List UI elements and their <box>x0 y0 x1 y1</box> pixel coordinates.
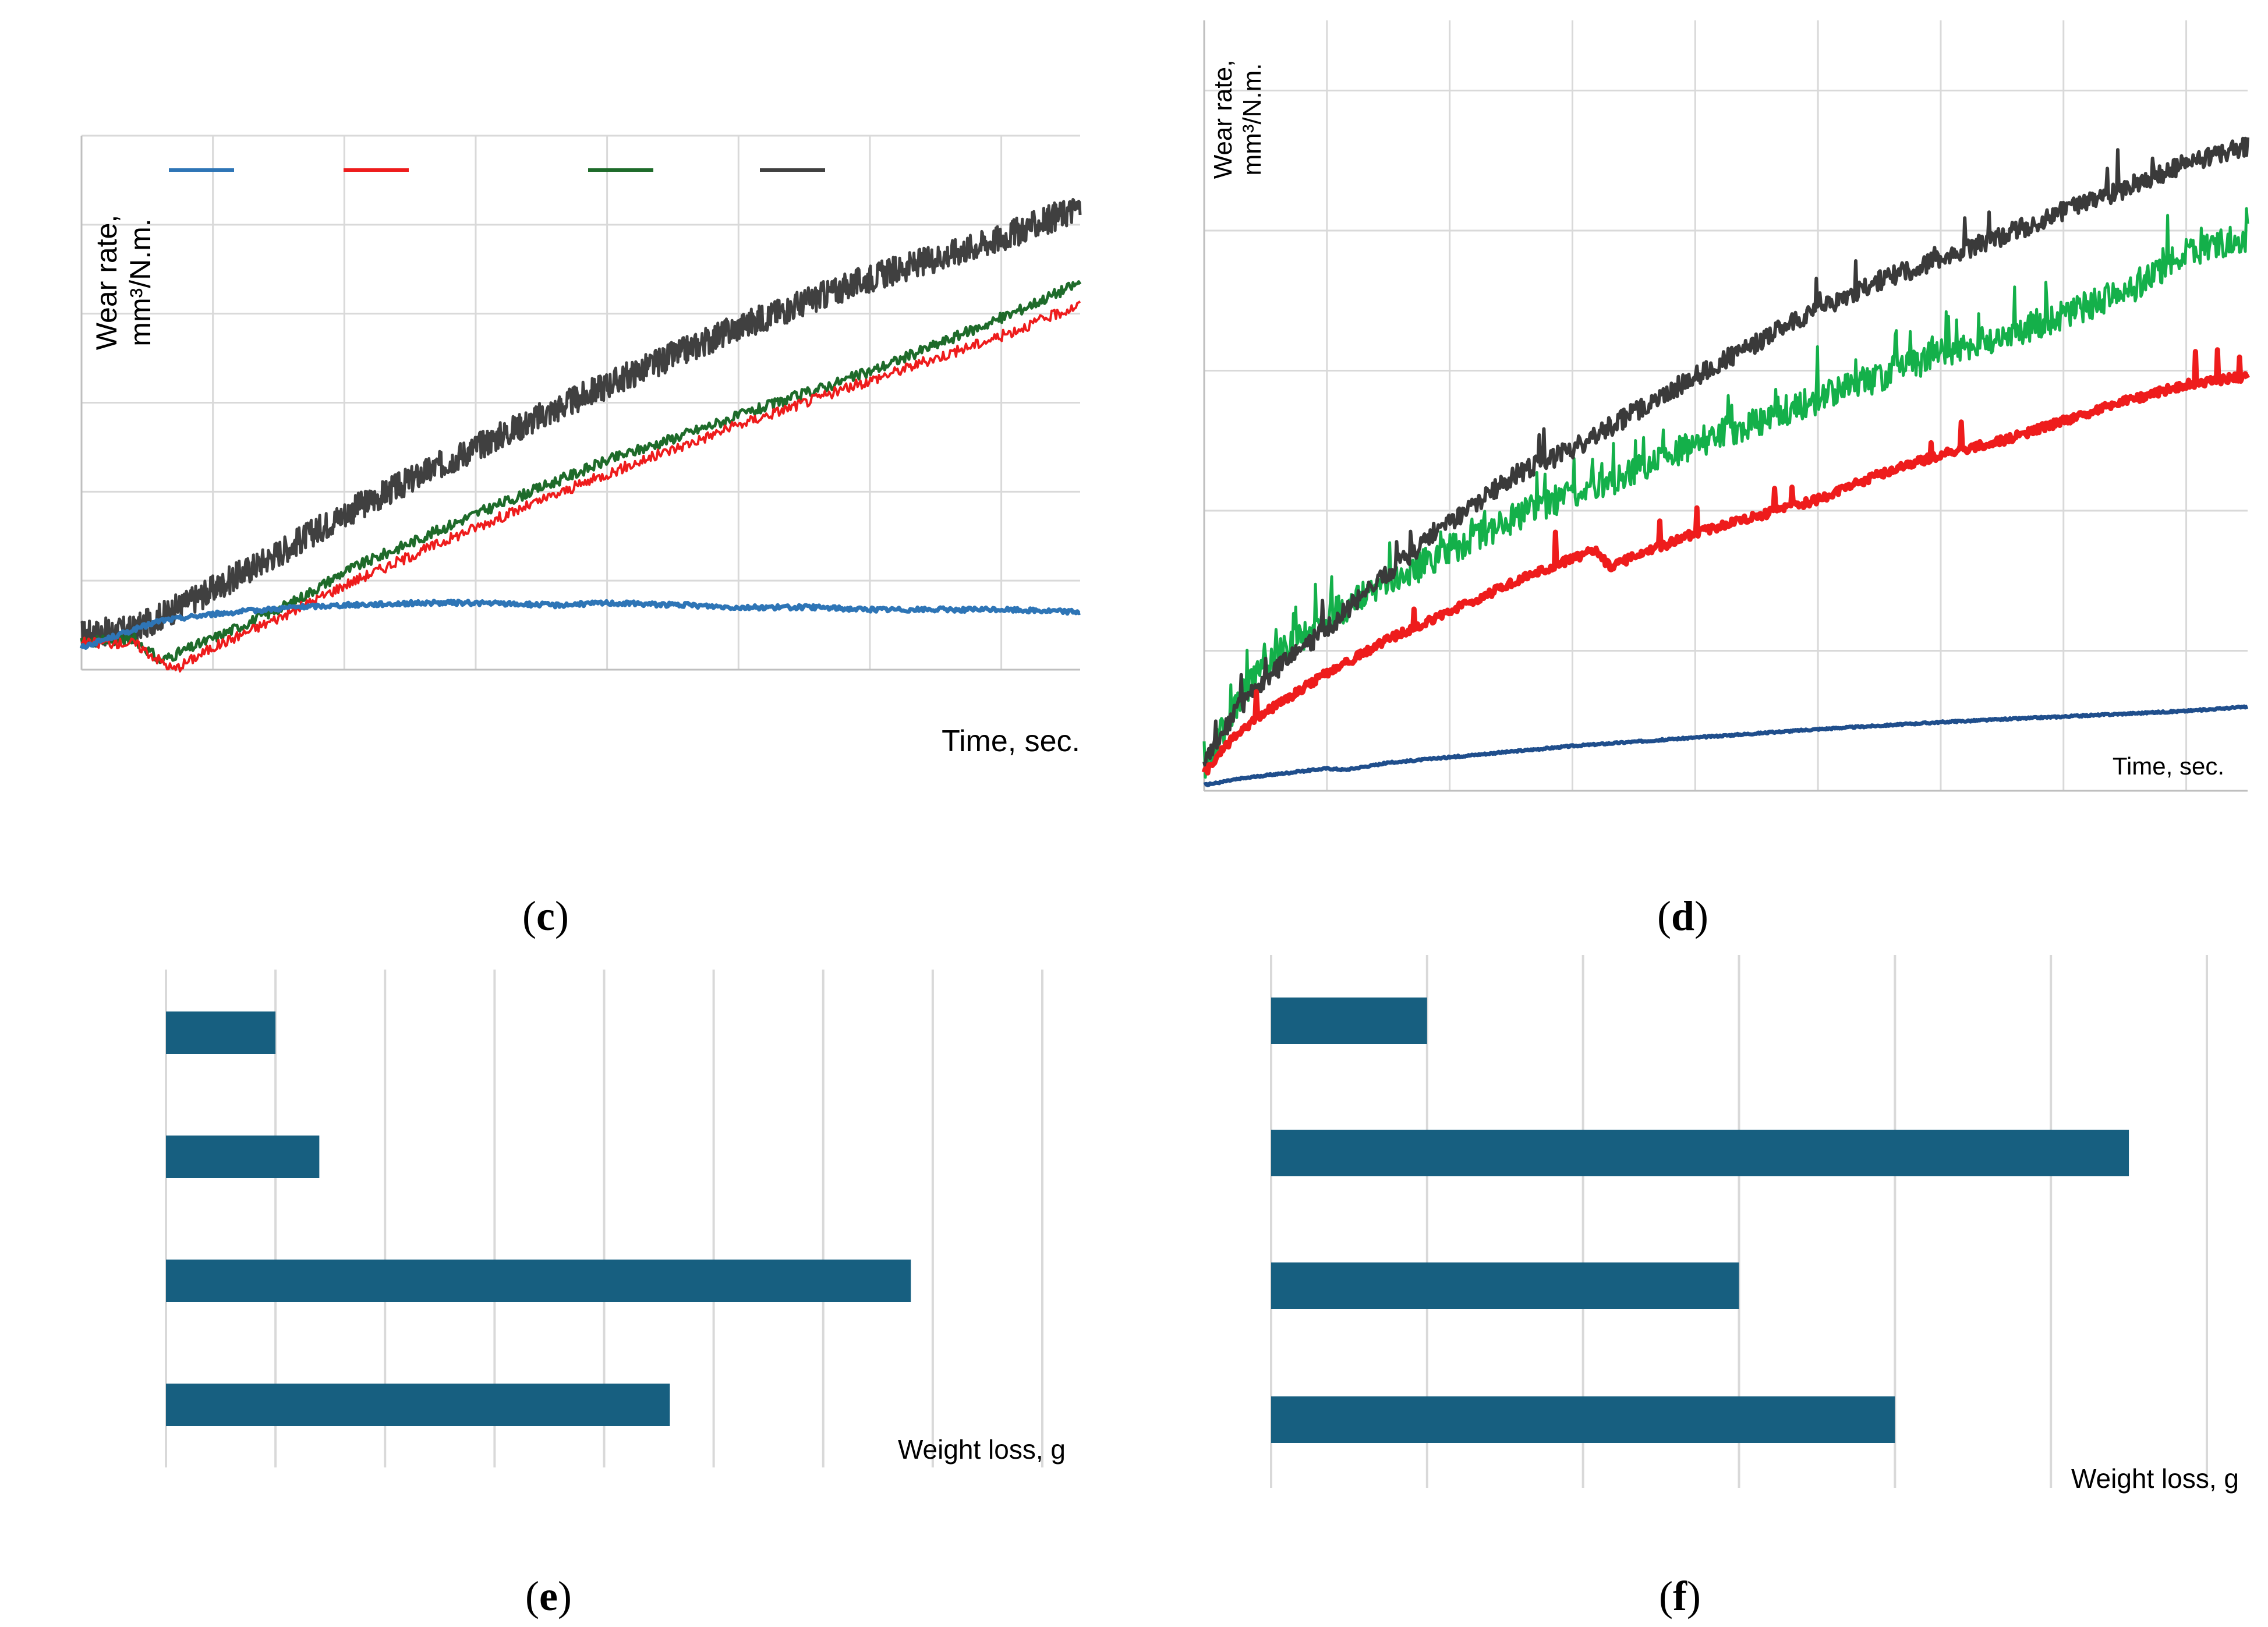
bar-uncoated <box>166 1136 320 1178</box>
series-line-uncoated <box>80 198 1082 648</box>
chart-c-wear-rate-short: Wear rate,mm³/N.m. Time, sec. <box>79 135 1082 758</box>
chart-e-weight-loss: Weight loss, g <box>165 970 1066 1467</box>
bar-uncoated <box>1271 1130 2129 1176</box>
caption-d: (d) <box>1657 893 1708 939</box>
series-line-dlc <box>1203 704 2249 787</box>
bar-dlc <box>1271 998 1427 1044</box>
series-line-dlc <box>79 599 1081 650</box>
bar-zrn <box>1271 1396 1895 1443</box>
series-line-zrn <box>1202 207 2249 779</box>
y-axis-label-line1: Wear rate, <box>1209 60 1237 179</box>
x-axis-label: Weight loss, g <box>2071 1463 2239 1494</box>
series-line-zrhfn <box>80 300 1081 673</box>
series-line-zrhfn <box>1201 347 2250 776</box>
x-axis-label: Weight loss, g <box>898 1434 1066 1465</box>
caption-c: (c) <box>522 893 569 939</box>
y-axis-label-line2: mm³/N.m. <box>124 218 157 346</box>
series-line-uncoated <box>1202 136 2249 769</box>
y-axis-label-line1: Wear rate, <box>90 215 123 351</box>
bar-zrn <box>166 1384 670 1426</box>
y-axis-label-line2: mm³/N.m. <box>1238 63 1266 175</box>
caption-f: (f) <box>1659 1573 1701 1619</box>
y-axis-label: Wear rate,mm³/N.m. <box>1209 60 1266 179</box>
y-axis-label: Wear rate,mm³/N.m. <box>90 215 157 351</box>
series-line-zrn <box>80 280 1082 664</box>
chart-f-weight-loss: Weight loss, g <box>1270 955 2239 1494</box>
x-axis-label: Time, sec. <box>942 724 1080 758</box>
bar-dlc <box>166 1011 276 1054</box>
x-axis-label: Time, sec. <box>2113 752 2224 780</box>
bar-zrhfn <box>166 1260 911 1302</box>
caption-e: (e) <box>525 1573 572 1619</box>
chart-d-wear-rate-long: Wear rate,mm³/N.m. Time, sec. <box>1201 20 2250 792</box>
bar-zrhfn <box>1271 1262 1739 1309</box>
